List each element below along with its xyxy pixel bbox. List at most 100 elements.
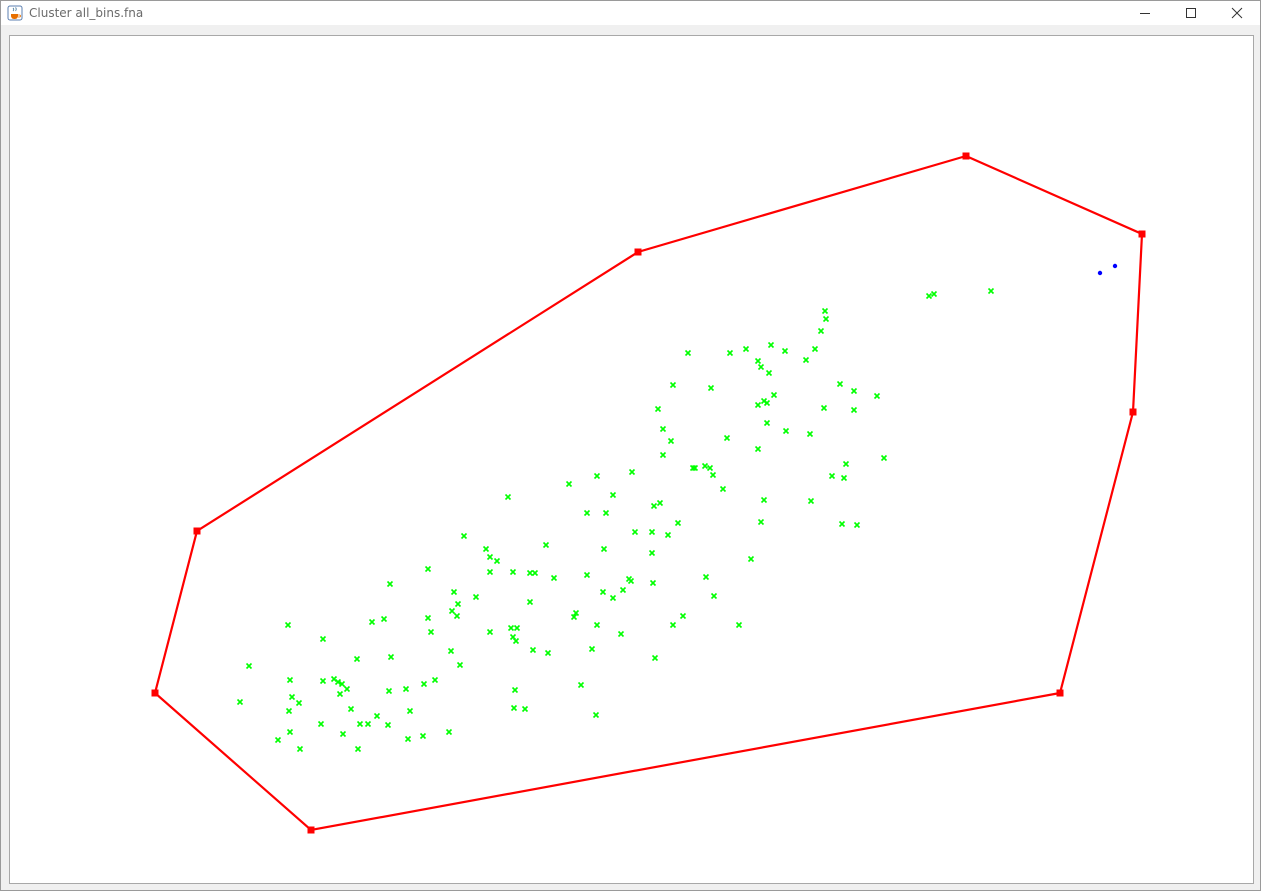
cluster-point — [506, 495, 511, 500]
cluster-point — [728, 351, 733, 356]
cluster-point — [290, 695, 295, 700]
cluster-point — [767, 371, 772, 376]
cluster-point — [462, 534, 467, 539]
cluster-point — [247, 664, 252, 669]
content-frame — [1, 25, 1260, 890]
cluster-point — [533, 571, 538, 576]
cluster-point — [404, 687, 409, 692]
cluster-point — [449, 649, 454, 654]
cluster-plot[interactable] — [10, 36, 1253, 883]
window-controls — [1122, 1, 1260, 25]
hull-vertex-handle[interactable] — [1057, 690, 1064, 697]
cluster-point — [611, 493, 616, 498]
cluster-point — [681, 614, 686, 619]
cluster-point — [686, 351, 691, 356]
cluster-point — [447, 730, 452, 735]
cluster-point — [358, 722, 363, 727]
cluster-point — [495, 559, 500, 564]
hull-vertex-handle[interactable] — [194, 528, 201, 535]
cluster-point — [611, 596, 616, 601]
cluster-point — [595, 474, 600, 479]
cluster-point — [341, 732, 346, 737]
cluster-point — [387, 689, 392, 694]
cluster-point — [386, 723, 391, 728]
cluster-point — [488, 570, 493, 575]
selected-point — [1098, 271, 1102, 275]
cluster-point — [585, 573, 590, 578]
cluster-point — [784, 429, 789, 434]
cluster-point — [345, 687, 350, 692]
cluster-point — [759, 520, 764, 525]
hull-vertex-handle[interactable] — [963, 153, 970, 160]
cluster-point — [882, 456, 887, 461]
cluster-point — [838, 382, 843, 387]
hull-vertex-handle[interactable] — [1139, 231, 1146, 238]
cluster-point — [528, 600, 533, 605]
window-title: Cluster all_bins.fna — [29, 6, 143, 20]
cluster-point — [840, 522, 845, 527]
cluster-point — [927, 294, 932, 299]
cluster-point — [669, 439, 674, 444]
cluster-point — [567, 482, 572, 487]
cluster-point — [513, 688, 518, 693]
cluster-point — [830, 474, 835, 479]
cluster-point — [676, 521, 681, 526]
title-bar[interactable]: Cluster all_bins.fna — [1, 1, 1260, 25]
cluster-point — [594, 713, 599, 718]
cluster-point — [783, 349, 788, 354]
cluster-point — [809, 499, 814, 504]
cluster-point — [321, 637, 326, 642]
cluster-point — [756, 403, 761, 408]
cluster-point — [276, 738, 281, 743]
cluster-point — [759, 365, 764, 370]
cluster-point — [286, 623, 291, 628]
cluster-canvas[interactable] — [9, 35, 1254, 884]
cluster-point — [875, 394, 880, 399]
cluster-point — [621, 588, 626, 593]
cluster-point — [579, 683, 584, 688]
cluster-point — [650, 551, 655, 556]
cluster-point — [288, 678, 293, 683]
hull-vertex-handle[interactable] — [308, 827, 315, 834]
cluster-point — [389, 655, 394, 660]
cluster-point — [523, 707, 528, 712]
cluster-point — [661, 453, 666, 458]
cluster-point — [824, 317, 829, 322]
cluster-point — [629, 579, 634, 584]
cluster-point — [711, 473, 716, 478]
hull-vertex-handle[interactable] — [1130, 409, 1137, 416]
cluster-point — [721, 487, 726, 492]
cluster-point — [388, 582, 393, 587]
maximize-button[interactable] — [1168, 1, 1214, 25]
cluster-point — [712, 594, 717, 599]
cluster-point — [737, 623, 742, 628]
cluster-point — [349, 707, 354, 712]
cluster-point — [511, 570, 516, 575]
cluster-point — [704, 575, 709, 580]
cluster-point — [422, 682, 427, 687]
cluster-point — [509, 626, 514, 631]
close-button[interactable] — [1214, 1, 1260, 25]
cluster-point — [452, 590, 457, 595]
cluster-point — [630, 470, 635, 475]
close-icon — [1231, 4, 1243, 23]
hull-vertex-handle[interactable] — [152, 690, 159, 697]
hull-vertex-handle[interactable] — [635, 249, 642, 256]
cluster-point — [756, 359, 761, 364]
cluster-point — [356, 747, 361, 752]
cluster-point — [650, 530, 655, 535]
cluster-point — [661, 427, 666, 432]
cluster-point — [406, 737, 411, 742]
cluster-point — [602, 547, 607, 552]
cluster-point — [822, 406, 827, 411]
cluster-point — [855, 523, 860, 528]
cluster-point — [515, 626, 520, 631]
cluster-point — [656, 407, 661, 412]
cluster-point — [744, 347, 749, 352]
cluster-point — [619, 632, 624, 637]
cluster-point — [604, 511, 609, 516]
minimize-button[interactable] — [1122, 1, 1168, 25]
cluster-point — [709, 386, 714, 391]
cluster-point — [455, 614, 460, 619]
